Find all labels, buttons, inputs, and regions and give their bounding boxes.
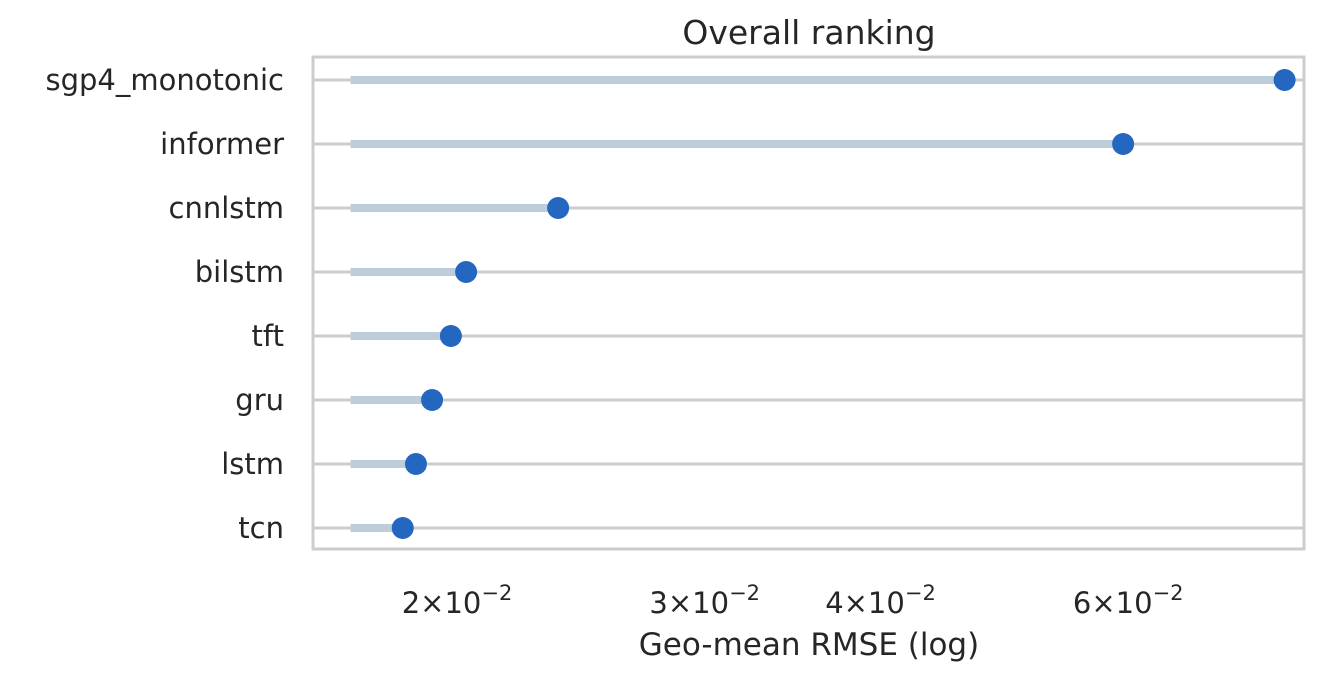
category-label: tcn [238,511,284,545]
category-label: tft [252,319,284,353]
category-label: gru [235,383,284,417]
lollipop-stems [350,76,1285,532]
category-label: cnnlstm [169,191,285,225]
category-labels: sgp4_monotonic informer cnnlstm bilstm tft gr… [46,63,285,545]
x-tick-label: 3×10−2 [649,581,760,620]
category-label: sgp4_monotonic [46,63,285,97]
lollipop-marker [404,453,427,475]
plot-frame [311,55,1306,551]
x-tick-labels: 2×10−2 3×10−2 4×10−2 6×10−2 [402,581,1184,620]
lollipop-marker [547,197,570,219]
x-tick-label: 6×10−2 [1073,581,1184,620]
lollipop-marker [391,517,414,539]
lollipop-marker [421,389,444,411]
chart-title: Overall ranking [682,13,935,52]
category-label: bilstm [195,255,284,289]
lollipop-marker [455,261,478,283]
x-tick-label: 4×10−2 [825,581,936,620]
category-label: lstm [221,447,284,481]
x-axis-label: Geo-mean RMSE (log) [639,627,979,663]
lollipop-marker [1112,133,1135,155]
x-tick-label: 2×10−2 [402,581,513,620]
category-label: informer [160,127,284,161]
lollipop-marker [1273,69,1296,91]
lollipop-marker [439,325,462,347]
lollipop-markers [391,69,1296,539]
